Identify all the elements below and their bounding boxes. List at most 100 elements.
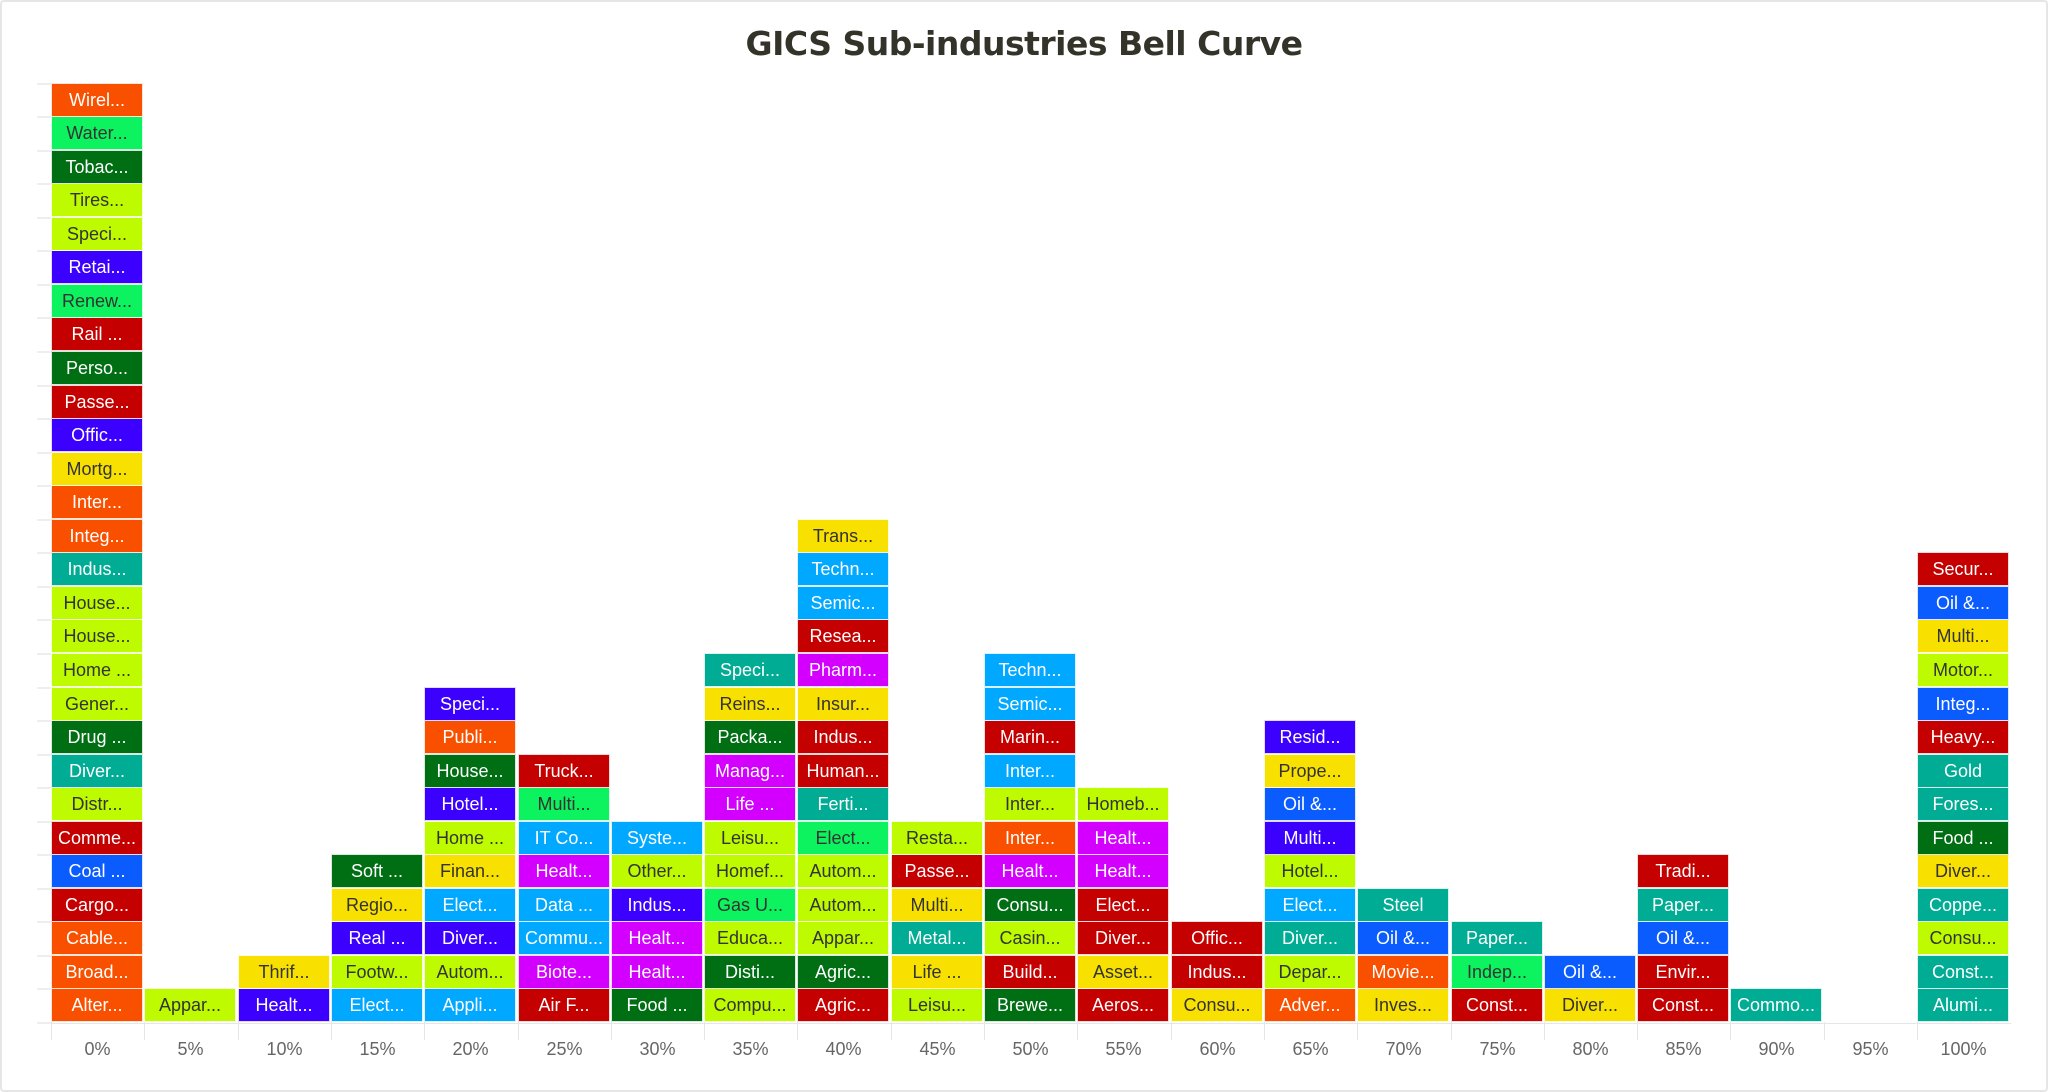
sub-industry-tile[interactable]: Agric... [797,955,889,989]
sub-industry-tile[interactable]: Const... [1637,988,1729,1022]
sub-industry-tile[interactable]: Homeb... [1077,787,1169,821]
sub-industry-tile[interactable]: Build... [984,955,1076,989]
sub-industry-tile[interactable]: Autom... [797,888,889,922]
sub-industry-tile[interactable]: Metal... [891,921,983,955]
sub-industry-tile[interactable]: Consu... [984,888,1076,922]
sub-industry-tile[interactable]: Perso... [51,351,143,385]
sub-industry-tile[interactable]: Tobac... [51,150,143,184]
sub-industry-tile[interactable]: Consu... [1917,921,2009,955]
sub-industry-tile[interactable]: Secur... [1917,552,2009,586]
sub-industry-tile[interactable]: Pharm... [797,653,889,687]
sub-industry-tile[interactable]: Leisu... [704,821,796,855]
sub-industry-tile[interactable]: Integ... [51,519,143,553]
sub-industry-tile[interactable]: Multi... [1917,619,2009,653]
sub-industry-tile[interactable]: Resid... [1264,720,1356,754]
sub-industry-tile[interactable]: Other... [611,854,703,888]
sub-industry-tile[interactable]: Passe... [891,854,983,888]
sub-industry-tile[interactable]: Life ... [891,955,983,989]
sub-industry-tile[interactable]: Reins... [704,687,796,721]
sub-industry-tile[interactable]: Speci... [51,217,143,251]
sub-industry-tile[interactable]: Elect... [797,821,889,855]
sub-industry-tile[interactable]: Techn... [984,653,1076,687]
sub-industry-tile[interactable]: Gener... [51,687,143,721]
sub-industry-tile[interactable]: Multi... [891,888,983,922]
sub-industry-tile[interactable]: Paper... [1451,921,1543,955]
sub-industry-tile[interactable]: Home ... [51,653,143,687]
sub-industry-tile[interactable]: Syste... [611,821,703,855]
sub-industry-tile[interactable]: Ferti... [797,787,889,821]
sub-industry-tile[interactable]: Casin... [984,921,1076,955]
sub-industry-tile[interactable]: Techn... [797,552,889,586]
sub-industry-tile[interactable]: Aeros... [1077,988,1169,1022]
sub-industry-tile[interactable]: Trans... [797,519,889,553]
sub-industry-tile[interactable]: Appar... [797,921,889,955]
sub-industry-tile[interactable]: Passe... [51,385,143,419]
sub-industry-tile[interactable]: Alter... [51,988,143,1022]
sub-industry-tile[interactable]: Movie... [1357,955,1449,989]
sub-industry-tile[interactable]: Elect... [331,988,423,1022]
sub-industry-tile[interactable]: Food ... [611,988,703,1022]
sub-industry-tile[interactable]: Agric... [797,988,889,1022]
sub-industry-tile[interactable]: Coal ... [51,854,143,888]
sub-industry-tile[interactable]: Thrif... [238,955,330,989]
sub-industry-tile[interactable]: Inter... [51,485,143,519]
sub-industry-tile[interactable]: Oil &... [1264,787,1356,821]
sub-industry-tile[interactable]: Regio... [331,888,423,922]
sub-industry-tile[interactable]: Indep... [1451,955,1543,989]
sub-industry-tile[interactable]: Alumi... [1917,988,2009,1022]
sub-industry-tile[interactable]: Commo... [1730,988,1822,1022]
sub-industry-tile[interactable]: Inves... [1357,988,1449,1022]
sub-industry-tile[interactable]: House... [424,754,516,788]
sub-industry-tile[interactable]: Healt... [1077,854,1169,888]
sub-industry-tile[interactable]: Compu... [704,988,796,1022]
sub-industry-tile[interactable]: Water... [51,116,143,150]
sub-industry-tile[interactable]: Multi... [518,787,610,821]
sub-industry-tile[interactable]: Healt... [518,854,610,888]
sub-industry-tile[interactable]: Adver... [1264,988,1356,1022]
sub-industry-tile[interactable]: Fores... [1917,787,2009,821]
sub-industry-tile[interactable]: Educa... [704,921,796,955]
sub-industry-tile[interactable]: Distr... [51,787,143,821]
sub-industry-tile[interactable]: Integ... [1917,687,2009,721]
sub-industry-tile[interactable]: Disti... [704,955,796,989]
sub-industry-tile[interactable]: Semic... [797,586,889,620]
sub-industry-tile[interactable]: Commu... [518,921,610,955]
sub-industry-tile[interactable]: Human... [797,754,889,788]
sub-industry-tile[interactable]: Resta... [891,821,983,855]
sub-industry-tile[interactable]: Drug ... [51,720,143,754]
sub-industry-tile[interactable]: Renew... [51,284,143,318]
sub-industry-tile[interactable]: Real ... [331,921,423,955]
sub-industry-tile[interactable]: Autom... [424,955,516,989]
sub-industry-tile[interactable]: Leisu... [891,988,983,1022]
sub-industry-tile[interactable]: Home ... [424,821,516,855]
sub-industry-tile[interactable]: Tires... [51,183,143,217]
sub-industry-tile[interactable]: Soft ... [331,854,423,888]
sub-industry-tile[interactable]: Steel [1357,888,1449,922]
sub-industry-tile[interactable]: Air F... [518,988,610,1022]
sub-industry-tile[interactable]: Life ... [704,787,796,821]
sub-industry-tile[interactable]: Healt... [238,988,330,1022]
sub-industry-tile[interactable]: Packa... [704,720,796,754]
sub-industry-tile[interactable]: Elect... [424,888,516,922]
sub-industry-tile[interactable]: Publi... [424,720,516,754]
sub-industry-tile[interactable]: Heavy... [1917,720,2009,754]
sub-industry-tile[interactable]: Speci... [424,687,516,721]
sub-industry-tile[interactable]: Elect... [1077,888,1169,922]
sub-industry-tile[interactable]: Consu... [1171,988,1263,1022]
sub-industry-tile[interactable]: Inter... [984,787,1076,821]
sub-industry-tile[interactable]: Finan... [424,854,516,888]
sub-industry-tile[interactable]: Const... [1451,988,1543,1022]
sub-industry-tile[interactable]: Hotel... [424,787,516,821]
sub-industry-tile[interactable]: Brewe... [984,988,1076,1022]
sub-industry-tile[interactable]: Cable... [51,921,143,955]
sub-industry-tile[interactable]: Prope... [1264,754,1356,788]
sub-industry-tile[interactable]: Depar... [1264,955,1356,989]
sub-industry-tile[interactable]: Retai... [51,250,143,284]
sub-industry-tile[interactable]: Appar... [144,988,236,1022]
sub-industry-tile[interactable]: Indus... [51,552,143,586]
sub-industry-tile[interactable]: Rail ... [51,317,143,351]
sub-industry-tile[interactable]: Oil &... [1637,921,1729,955]
sub-industry-tile[interactable]: Autom... [797,854,889,888]
sub-industry-tile[interactable]: Paper... [1637,888,1729,922]
sub-industry-tile[interactable]: Inter... [984,821,1076,855]
